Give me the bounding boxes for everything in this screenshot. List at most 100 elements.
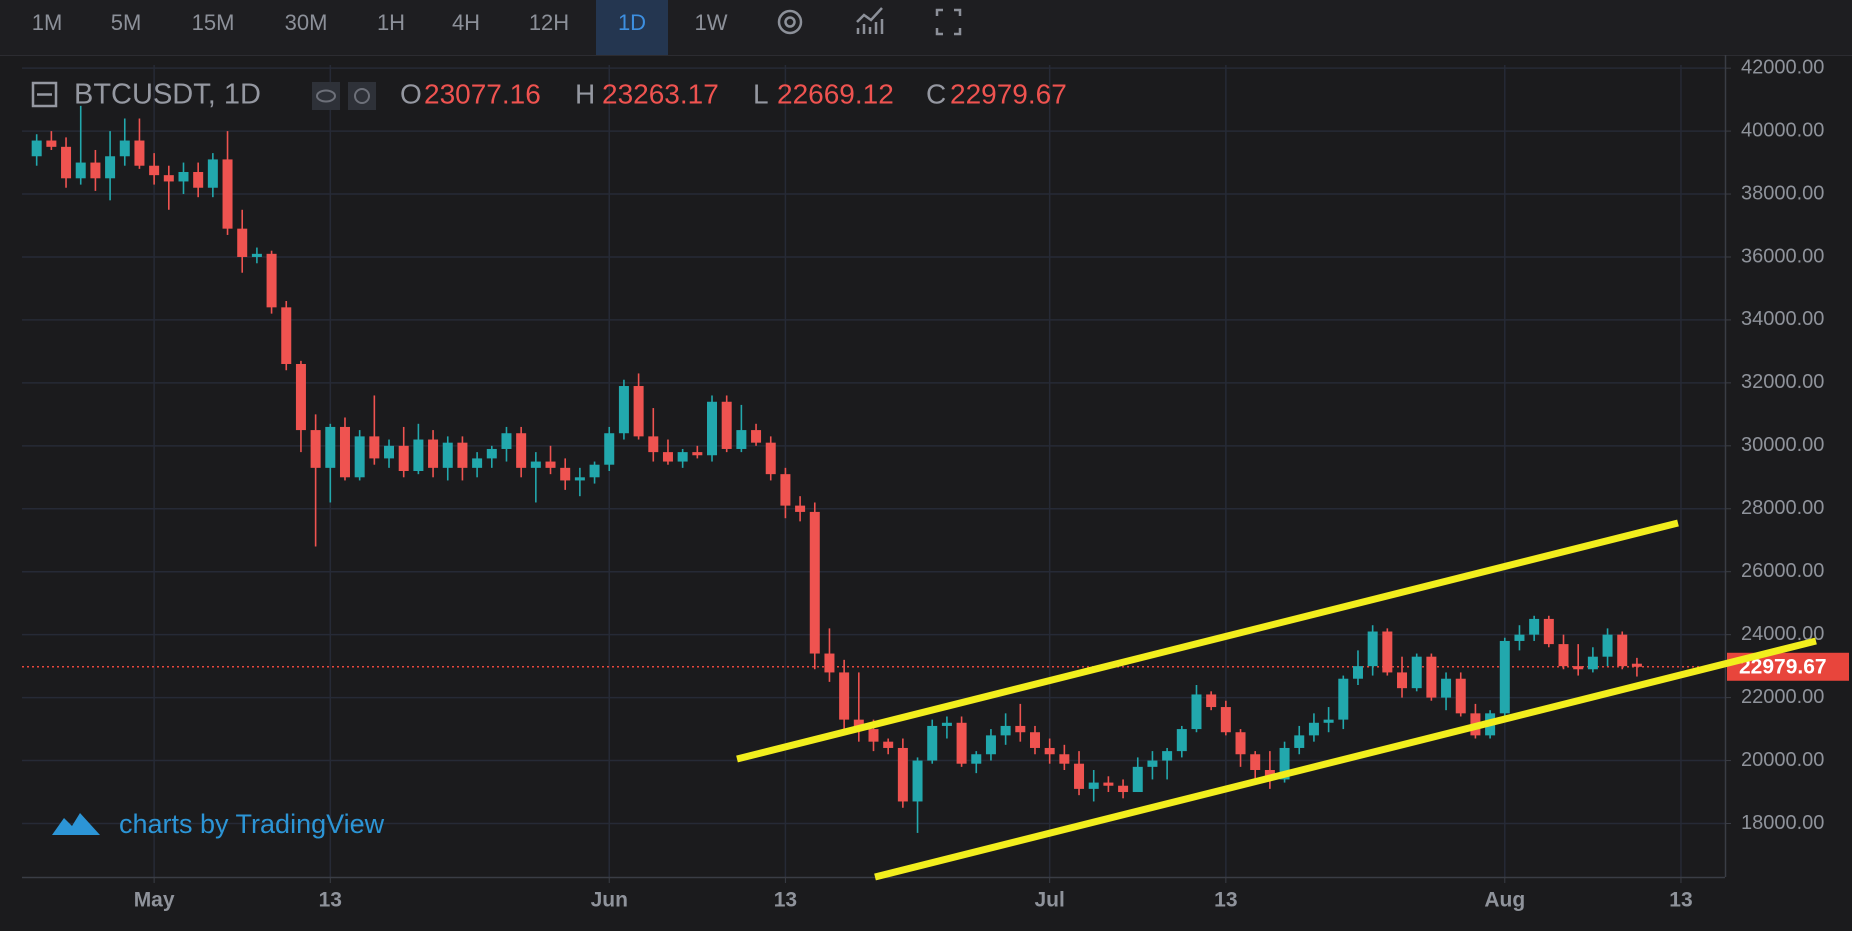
interval-button[interactable]: 12H <box>529 10 569 35</box>
candle-body <box>883 741 894 748</box>
candle-body <box>618 386 629 434</box>
trendlines <box>736 519 1817 881</box>
y-tick-label: 24000.00 <box>1741 623 1824 645</box>
candle-body <box>457 442 468 468</box>
candle-body <box>428 439 439 468</box>
y-tick-label: 30000.00 <box>1741 434 1824 456</box>
candle-body <box>354 436 365 478</box>
candle-body <box>1367 631 1378 667</box>
candle-body <box>46 140 57 147</box>
candle-body <box>1132 766 1143 793</box>
candle-body <box>413 439 424 471</box>
interval-button[interactable]: 1D <box>618 10 646 35</box>
candle-body <box>1411 656 1422 689</box>
candle-body <box>1323 719 1334 723</box>
candle-body <box>1602 634 1613 657</box>
candle-body <box>1294 735 1305 748</box>
candle-body <box>1631 663 1642 667</box>
interval-button[interactable]: 1H <box>377 10 405 35</box>
candle-body <box>765 442 776 475</box>
y-tick-label: 20000.00 <box>1741 749 1824 771</box>
candle-body <box>501 433 512 449</box>
indicators-icon[interactable] <box>856 7 884 34</box>
interval-button[interactable]: 1M <box>32 10 63 35</box>
y-tick-label: 18000.00 <box>1741 812 1824 834</box>
x-tick-label: 13 <box>774 889 797 912</box>
candle-body <box>61 146 72 179</box>
fullscreen-icon[interactable] <box>935 8 962 36</box>
interval-button[interactable]: 30M <box>285 10 328 35</box>
ohlc-value: 22979.67 <box>950 78 1067 109</box>
candle-body <box>1617 634 1628 667</box>
plot-area <box>22 65 1725 877</box>
candle-body <box>1250 754 1261 770</box>
candle-body <box>1162 751 1173 761</box>
candle-body <box>707 401 718 456</box>
candle-body <box>589 464 600 478</box>
candle-body <box>398 445 409 471</box>
candle-body <box>839 672 850 720</box>
candle-body <box>105 156 116 179</box>
y-tick-label: 34000.00 <box>1741 308 1824 330</box>
candle-body <box>369 436 380 459</box>
candle-body <box>1426 656 1437 698</box>
candle-body <box>281 307 292 364</box>
candle-body <box>237 228 248 257</box>
candle-body <box>134 140 145 166</box>
candle-body <box>1015 725 1026 733</box>
x-tick-label: 13 <box>1669 889 1692 912</box>
interval-button[interactable]: 5M <box>111 10 142 35</box>
candle-body <box>266 253 277 308</box>
candle-body <box>1382 631 1393 673</box>
candle-body <box>516 433 527 468</box>
candle-body <box>912 760 923 802</box>
candle-body <box>868 729 879 742</box>
candle-body <box>310 430 321 468</box>
candle-body <box>442 442 453 468</box>
candle-body <box>1587 656 1598 670</box>
y-tick-label: 28000.00 <box>1741 497 1824 519</box>
candle-body <box>1499 640 1510 714</box>
ohlc-label: C <box>926 78 946 109</box>
settings-button[interactable] <box>348 82 376 110</box>
candle-body <box>662 452 673 462</box>
candle-body <box>1308 722 1319 736</box>
candle-body <box>1352 666 1363 679</box>
toolbar <box>0 0 1852 55</box>
candle-body <box>604 433 615 465</box>
interval-button[interactable]: 1W <box>695 10 728 35</box>
candle-body <box>1029 732 1040 748</box>
last-price-label: 22979.67 <box>1739 655 1827 678</box>
eye-icon <box>316 89 336 103</box>
candle-body <box>853 719 864 730</box>
candle-body <box>1514 634 1525 641</box>
trendline <box>874 637 1817 881</box>
candle-body <box>560 467 571 481</box>
interval-button[interactable]: 4H <box>452 10 480 35</box>
y-tick-label: 38000.00 <box>1741 182 1824 204</box>
watermark-text[interactable]: charts by TradingView <box>119 809 385 839</box>
ohlc-value: 23077.16 <box>424 78 541 109</box>
candle-body <box>1543 618 1554 645</box>
x-tick-label: Jul <box>1035 889 1065 912</box>
symbol: BTCUSDT, 1D <box>74 79 261 111</box>
settings-icon[interactable] <box>777 9 803 35</box>
candle-body <box>207 159 218 188</box>
candle-body <box>941 722 952 726</box>
candle-body <box>1279 747 1290 780</box>
candle-body <box>971 754 982 764</box>
ohlc-label: L <box>753 78 769 109</box>
candle-body <box>897 747 908 802</box>
interval-button[interactable]: 15M <box>192 10 235 35</box>
candle-body <box>1088 782 1099 789</box>
candle-body <box>339 426 350 478</box>
candle-body <box>1441 678 1452 698</box>
y-tick-label: 22000.00 <box>1741 686 1824 708</box>
candle-body <box>295 363 306 431</box>
collapse-icon[interactable] <box>31 81 58 108</box>
candle-body <box>1220 707 1231 733</box>
candle-body <box>149 165 160 176</box>
ohlc-label: O <box>400 78 422 109</box>
